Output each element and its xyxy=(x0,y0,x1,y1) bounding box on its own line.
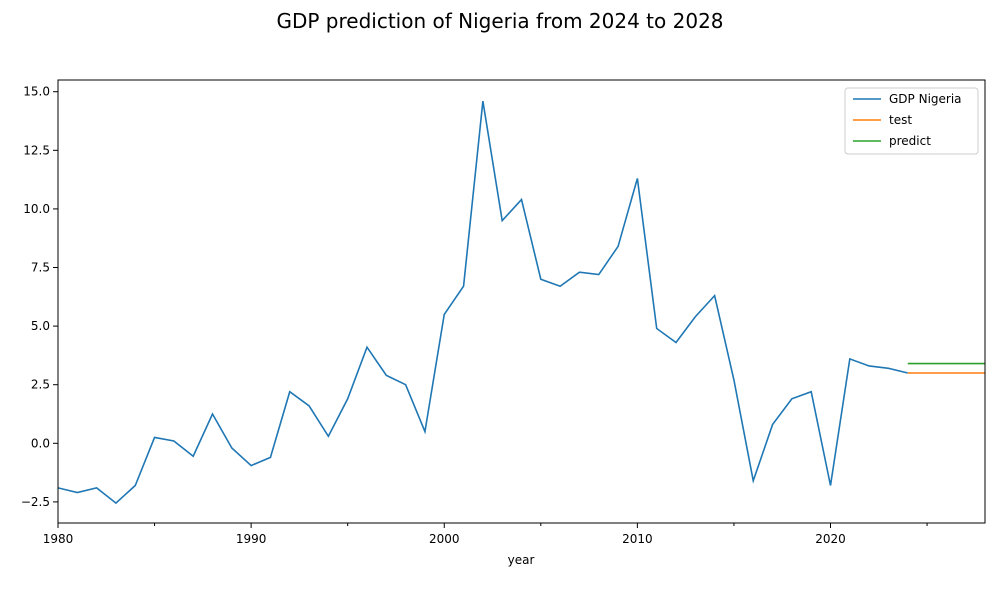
x-tick-label: 2020 xyxy=(815,532,846,546)
y-tick-label: 10.0 xyxy=(23,202,50,216)
y-tick-label: −2.5 xyxy=(21,495,50,509)
plot-area xyxy=(58,100,985,505)
y-tick-label: 15.0 xyxy=(23,85,50,99)
x-tick-label: 2000 xyxy=(429,532,460,546)
legend-label: GDP Nigeria xyxy=(889,92,962,106)
x-tick-label: 2010 xyxy=(622,532,653,546)
legend-box xyxy=(844,87,979,155)
x-tick-label: 1990 xyxy=(236,532,267,546)
plot-frame xyxy=(57,79,986,524)
y-tick-label: 5.0 xyxy=(31,319,50,333)
x-axis-label: year xyxy=(508,553,535,567)
y-tick-label: 0.0 xyxy=(31,436,50,450)
chart-title: GDP prediction of Nigeria from 2024 to 2… xyxy=(276,9,723,33)
series-line-gdp-nigeria xyxy=(58,100,908,505)
legend: GDP Nigeria test predict xyxy=(844,87,979,155)
legend-label: predict xyxy=(889,134,931,148)
y-tick-label: 7.5 xyxy=(31,261,50,275)
legend-label: test xyxy=(889,113,912,127)
y-tick-label: 2.5 xyxy=(31,378,50,392)
y-tick-label: 12.5 xyxy=(23,143,50,157)
x-tick-label: 1980 xyxy=(43,532,74,546)
